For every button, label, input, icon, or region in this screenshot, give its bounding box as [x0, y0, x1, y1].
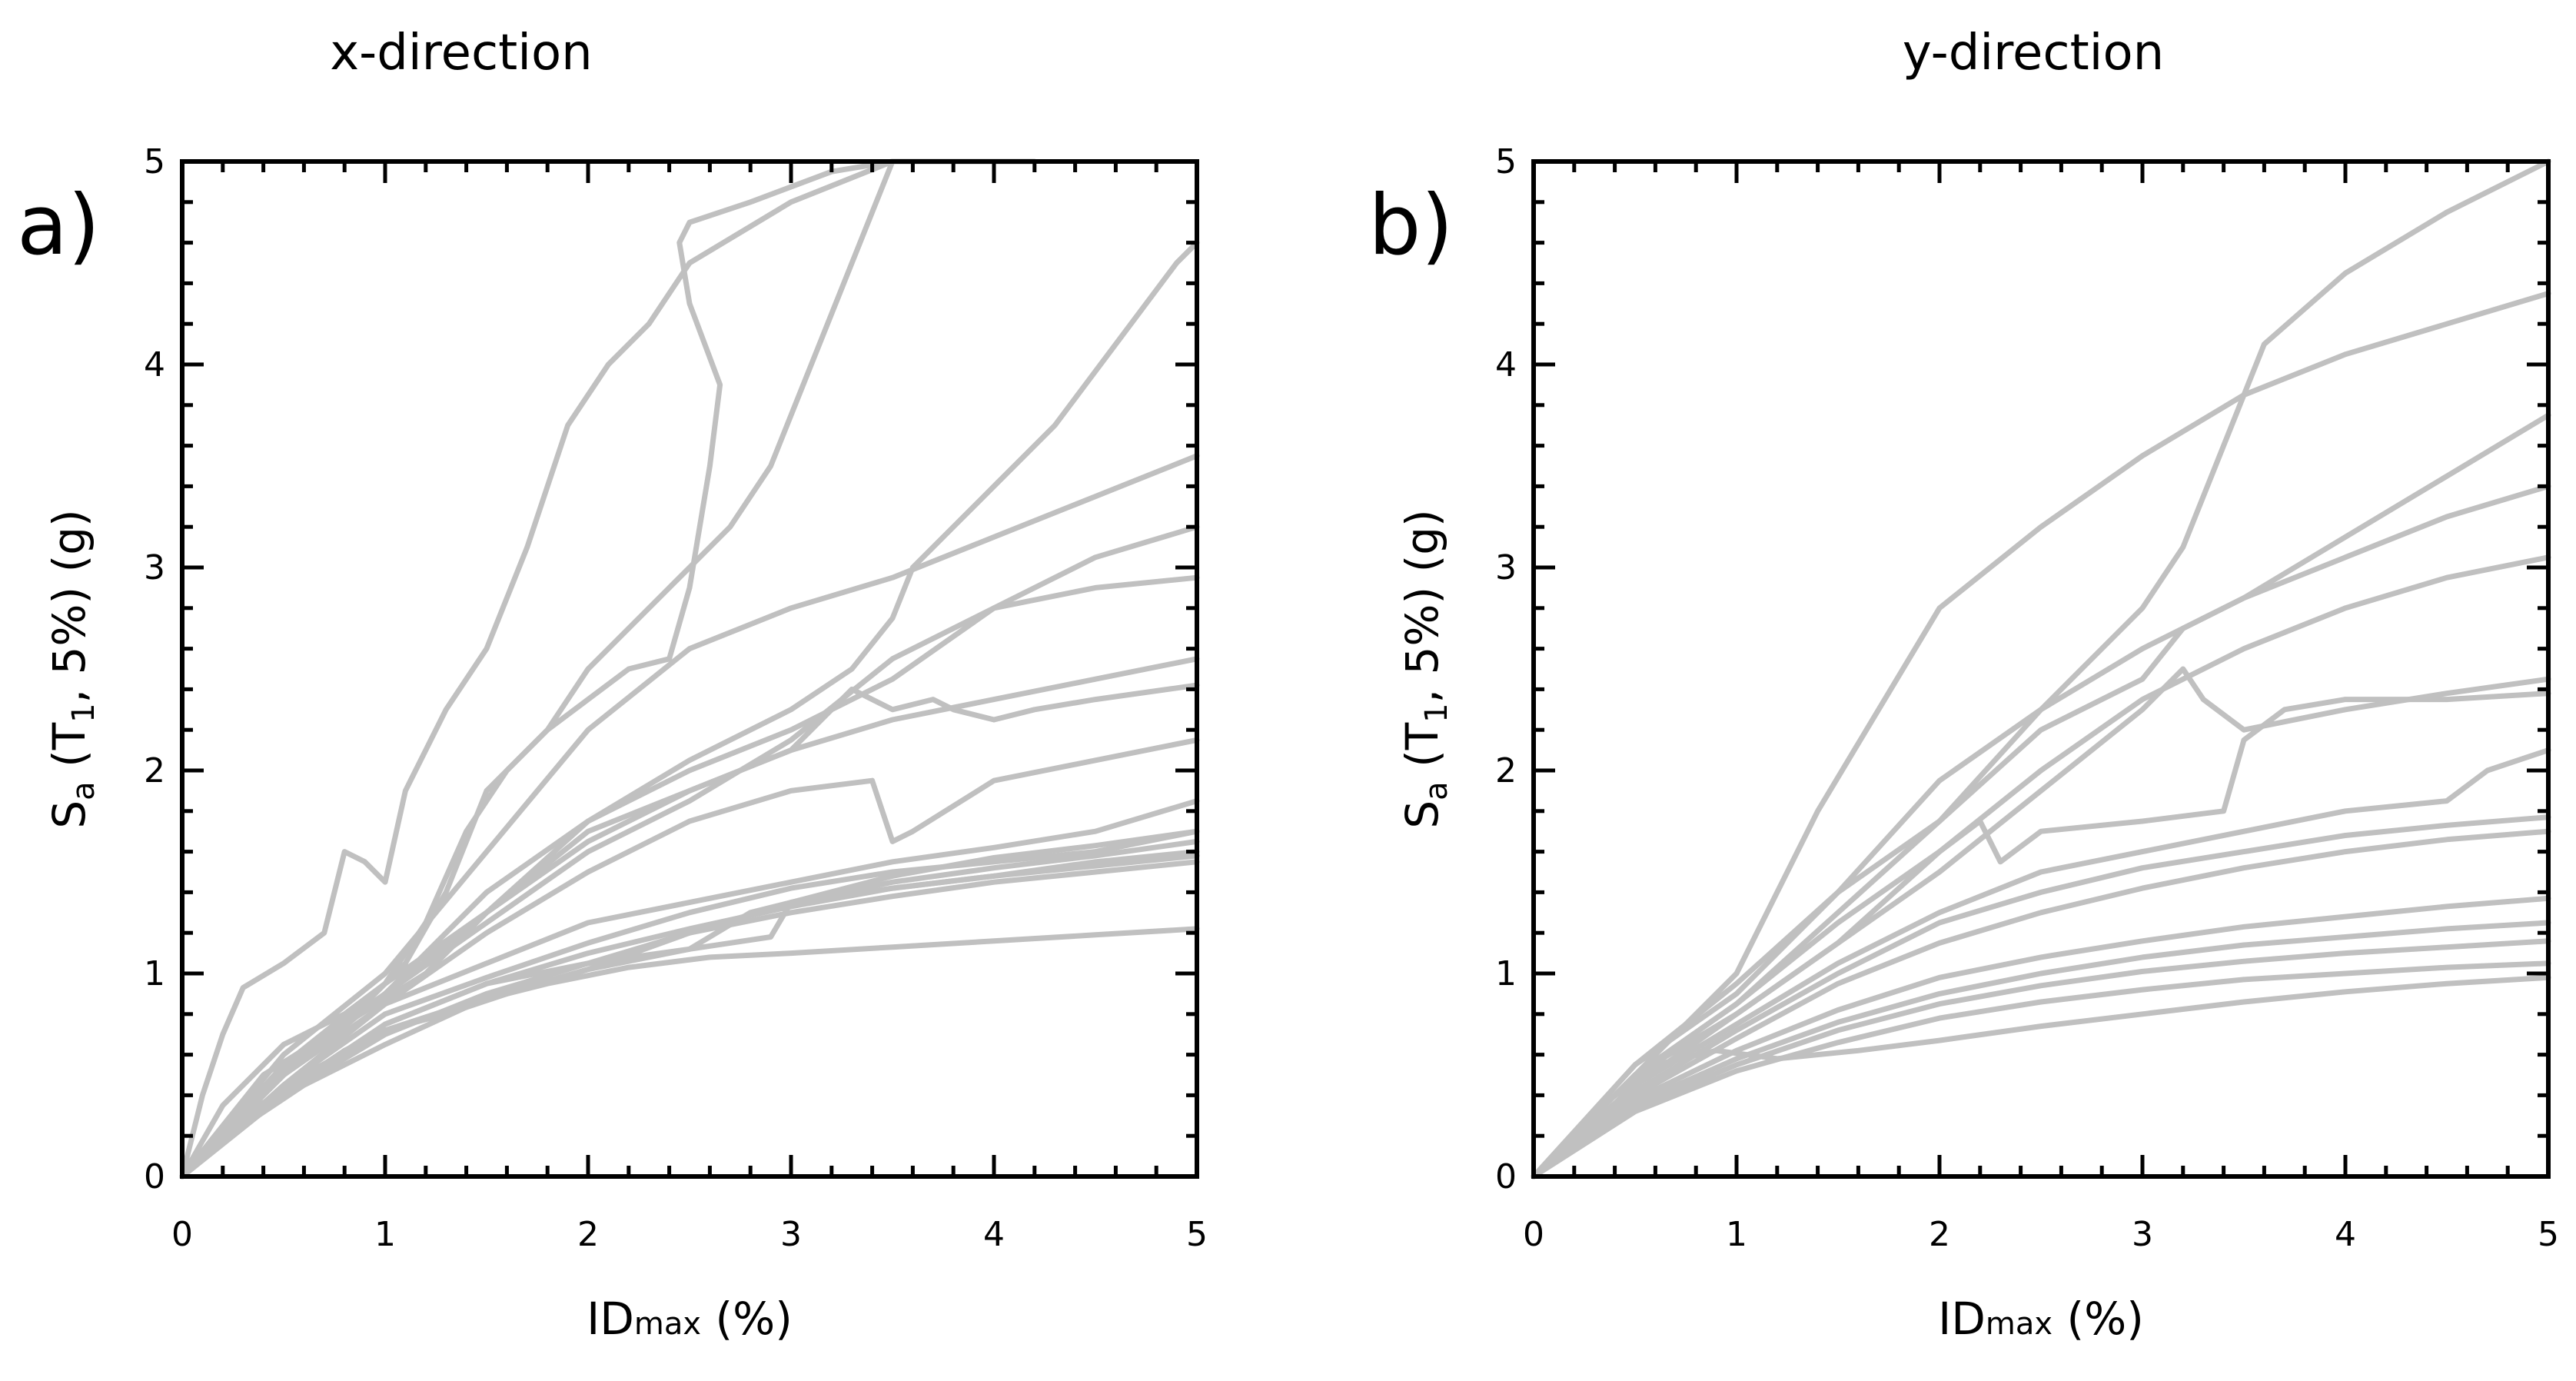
series-line-9	[1531, 814, 2551, 1180]
y-axis-label: Sa (T1, 5%) (g)	[1396, 509, 1454, 828]
x-axis-label: IDmax (%)	[587, 1293, 793, 1345]
y-axis-label-arg-sub: 1	[1419, 703, 1454, 722]
y-axis-label-arg-sub: 1	[66, 703, 101, 722]
panel-label: b)	[1368, 178, 1454, 274]
x-axis-label-unit: (%)	[701, 1293, 793, 1345]
series-line-12	[1531, 920, 2551, 1180]
x-tick-label: 4	[2335, 1215, 2356, 1254]
x-axis-label-main: ID	[1938, 1293, 1986, 1345]
x-tick-label: 2	[577, 1215, 599, 1254]
series-line-11	[1531, 895, 2551, 1180]
y-tick-labels: 0 1 2 3 4 5	[1495, 142, 1517, 1196]
x-axis-label-sub: max	[634, 1306, 701, 1342]
y-axis-label-arg-close: , 5%) (g)	[43, 509, 95, 703]
x-tick-label: 5	[2538, 1215, 2559, 1254]
y-tick-label: 1	[1495, 954, 1517, 993]
y-axis-label-sub: a	[66, 781, 101, 800]
y-tick-label: 5	[144, 142, 165, 181]
y-tick-label: 5	[1495, 142, 1517, 181]
y-tick-label: 0	[144, 1157, 165, 1196]
panel-title: y-direction	[1903, 25, 2164, 82]
x-axis-label-unit: (%)	[2052, 1293, 2144, 1345]
x-tick-label: 3	[2132, 1215, 2153, 1254]
curves	[1531, 158, 2551, 1180]
y-tick-label: 4	[144, 345, 165, 384]
series-line-11	[179, 798, 1200, 1180]
series-line-6	[1531, 666, 2551, 1180]
panel-x-direction: x-direction a) 0 1 2 3 4 5 0 1 2 3 4 5 IDmax (%) S…	[17, 25, 1208, 1345]
y-tick-label: 3	[144, 548, 165, 587]
x-tick-label: 0	[1523, 1215, 1544, 1254]
panel-y-direction: y-direction b) 0 1 2 3 4 5 0 1 2 3 4 5 IDmax (%) S…	[1368, 25, 2559, 1345]
series-line-12	[179, 828, 1200, 1180]
series-line-10	[1531, 828, 2551, 1180]
series-line-2	[179, 158, 896, 1180]
x-tick-label: 2	[1929, 1215, 1950, 1254]
y-tick-label: 2	[1495, 751, 1517, 790]
y-tick-label: 3	[1495, 548, 1517, 587]
y-axis-label-main: S	[1396, 800, 1448, 829]
series-line-7	[1531, 690, 2551, 1180]
series-line-2	[1531, 158, 2551, 1180]
x-tick-label: 3	[780, 1215, 802, 1254]
y-tick-label: 4	[1495, 345, 1517, 384]
series-line-3	[1531, 412, 2551, 1180]
x-tick-labels: 0 1 2 3 4 5	[1523, 1215, 2559, 1254]
y-tick-label: 0	[1495, 1157, 1517, 1196]
panel-title: x-direction	[330, 25, 592, 82]
plot-frame	[180, 159, 1199, 1179]
series-line-6	[179, 453, 1200, 1180]
series-line-8	[179, 656, 1200, 1180]
series-line-3	[179, 158, 896, 1180]
panel-label: a)	[17, 178, 100, 274]
x-tick-label: 0	[171, 1215, 193, 1254]
curves	[179, 158, 1200, 1180]
x-tick-label: 1	[374, 1215, 396, 1254]
x-tick-label: 1	[1726, 1215, 1747, 1254]
series-line-15	[1531, 974, 2551, 1180]
series-line-13	[1531, 938, 2551, 1180]
x-axis-label-main: ID	[587, 1293, 634, 1345]
series-line-14	[1531, 960, 2551, 1180]
y-axis-label-arg-open: (T	[43, 722, 95, 781]
x-axis-label-sub: max	[1986, 1306, 2052, 1342]
x-axis-label: IDmax (%)	[1938, 1293, 2144, 1345]
y-tick-labels: 0 1 2 3 4 5	[144, 142, 165, 1196]
plot-frame	[1531, 159, 2551, 1179]
series-line-5	[1531, 554, 2551, 1180]
y-axis-label: Sa (T1, 5%) (g)	[43, 509, 101, 828]
x-tick-label: 4	[983, 1215, 1005, 1254]
y-tick-label: 1	[144, 954, 165, 993]
y-tick-label: 2	[144, 751, 165, 790]
y-axis-label-arg-open: (T	[1396, 722, 1448, 781]
y-axis-label-arg-close: , 5%) (g)	[1396, 509, 1448, 703]
x-tick-labels: 0 1 2 3 4 5	[171, 1215, 1208, 1254]
y-axis-label-main: S	[43, 800, 95, 829]
series-line-9	[179, 682, 1200, 1180]
y-axis-label-sub: a	[1419, 781, 1454, 800]
series-line-18	[179, 828, 1200, 1180]
series-line-1	[1531, 291, 2551, 1180]
series-line-8	[1531, 747, 2551, 1180]
x-tick-label: 5	[1186, 1215, 1208, 1254]
